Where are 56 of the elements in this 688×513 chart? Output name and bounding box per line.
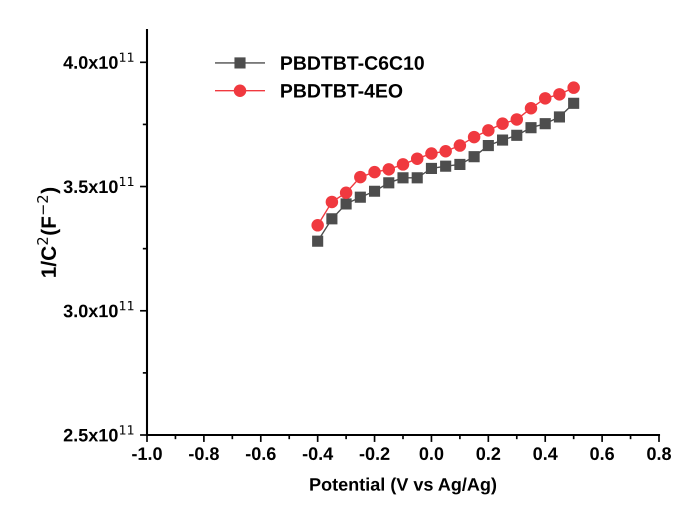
point [340, 198, 352, 210]
legend-label: PBDTBT-4EO [281, 84, 402, 98]
x-axis-title: Potential (V vs Ag/Ag) [310, 478, 496, 494]
point [540, 118, 551, 130]
point [524, 102, 538, 115]
point [354, 170, 367, 184]
x-tick-label: -0.4 [302, 447, 334, 460]
point [482, 124, 495, 137]
point [454, 158, 466, 170]
point [553, 88, 566, 101]
point [468, 151, 480, 162]
point [538, 92, 552, 105]
point [410, 152, 424, 165]
point [326, 196, 338, 208]
point [525, 122, 537, 134]
point [568, 98, 580, 109]
point [312, 236, 324, 247]
point [497, 134, 508, 146]
point [510, 113, 524, 126]
point [468, 130, 480, 144]
y-tick-label: 3.5x10$^{11}$ [64, 176, 134, 194]
x-tick-label: 0.2 [476, 447, 500, 460]
y-tick-label: 2.5x10$^{11}$ [64, 425, 134, 442]
point [369, 186, 380, 197]
y-axis-title: 1/C$^{2}$(F$^{−2}$) [37, 188, 60, 277]
x-tick-label: 0.6 [590, 447, 614, 460]
x-tick-label: 0.8 [647, 447, 671, 460]
legend-label: PBDTBT-C6C10 [281, 56, 424, 70]
point [382, 163, 396, 176]
point [426, 162, 437, 174]
point [439, 145, 452, 158]
point [440, 160, 452, 172]
x-tick-label: 0.4 [533, 447, 558, 460]
point [326, 213, 338, 224]
point [496, 117, 509, 130]
point [311, 219, 324, 232]
point [383, 177, 394, 188]
point [412, 172, 423, 184]
point [567, 81, 580, 94]
y-tick-label: 4.0x10$^{11}$ [63, 52, 134, 69]
point [340, 186, 352, 199]
point [354, 192, 366, 203]
point [554, 111, 565, 123]
x-tick-label: -0.6 [246, 447, 276, 460]
point [368, 166, 381, 178]
x-tick-label: -1.0 [132, 447, 162, 460]
point [511, 130, 522, 141]
point [454, 139, 466, 152]
point [396, 158, 410, 171]
x-tick-label: 0.0 [420, 447, 444, 460]
point [397, 172, 409, 184]
y-tick-label: 3.0x10$^{11}$ [64, 301, 134, 318]
x-tick-label: -0.8 [189, 447, 219, 460]
point [425, 147, 438, 160]
point [482, 140, 494, 152]
x-tick-label: -0.2 [360, 447, 390, 460]
